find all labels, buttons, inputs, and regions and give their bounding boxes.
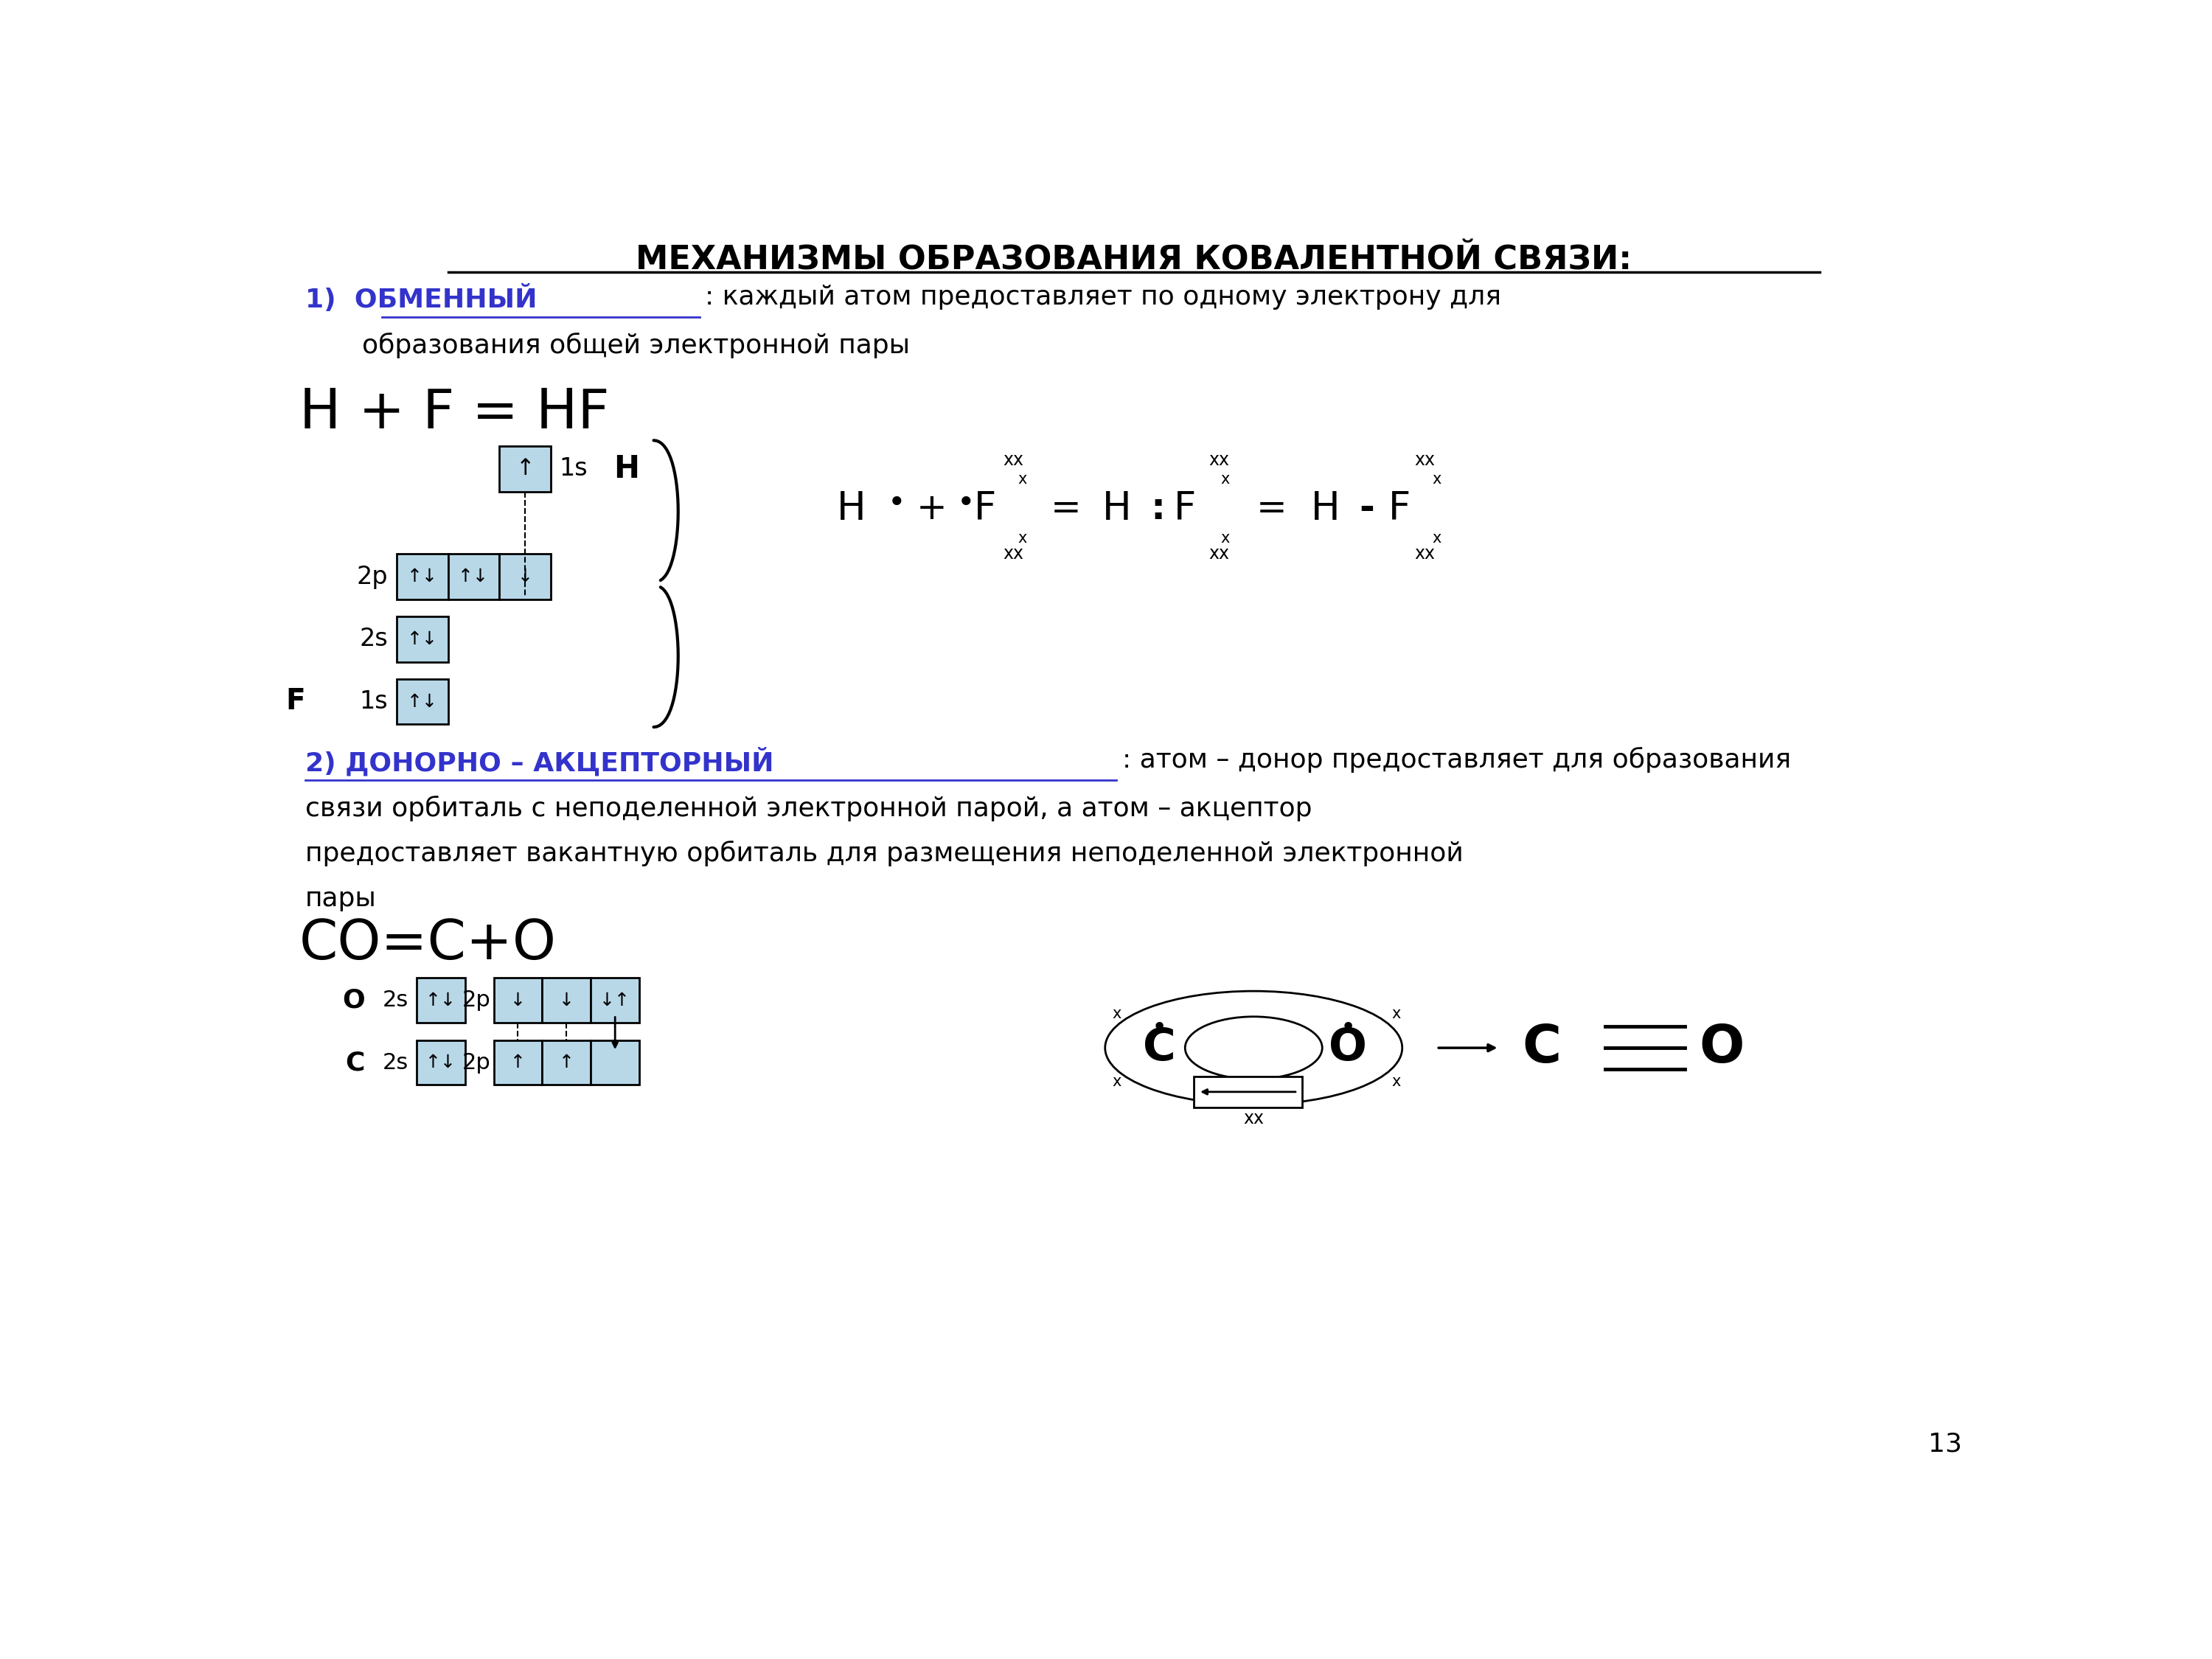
Bar (500, 446, 551, 491)
Text: -: - (1360, 491, 1374, 526)
Bar (416, 1040, 465, 1085)
Ellipse shape (1186, 1017, 1323, 1078)
Text: : атом – донор предоставляет для образования: : атом – донор предоставляет для образов… (1121, 747, 1792, 773)
Text: ↑: ↑ (560, 1053, 575, 1072)
Text: 1s: 1s (358, 690, 387, 713)
Text: ↑↓: ↑↓ (407, 693, 438, 710)
Bar (447, 554, 500, 599)
Bar (396, 617, 447, 662)
Text: CO=C+O: CO=C+O (299, 917, 557, 971)
Text: =: = (1051, 491, 1082, 526)
Text: x: x (1113, 1007, 1121, 1022)
Text: xx: xx (1210, 451, 1230, 469)
Text: ↑: ↑ (511, 1053, 526, 1072)
Text: : каждый атом предоставляет по одному электрону для: : каждый атом предоставляет по одному эл… (706, 284, 1502, 309)
Text: F: F (973, 489, 995, 528)
Bar (416, 979, 465, 1022)
Text: МЕХАНИЗМЫ ОБРАЗОВАНИЯ КОВАЛЕНТНОЙ СВЯЗИ:: МЕХАНИЗМЫ ОБРАЗОВАНИЯ КОВАЛЕНТНОЙ СВЯЗИ: (635, 244, 1632, 275)
Text: +: + (916, 491, 947, 526)
Text: 2p: 2p (462, 1052, 491, 1073)
Bar (591, 1040, 639, 1085)
Text: x: x (1018, 531, 1026, 546)
Text: ↓: ↓ (560, 992, 575, 1009)
Text: ↑: ↑ (515, 458, 535, 479)
Bar (591, 979, 639, 1022)
Text: F: F (1175, 489, 1197, 528)
Text: x: x (1391, 1075, 1400, 1090)
Text: 1s: 1s (560, 456, 588, 481)
Text: x: x (1221, 531, 1230, 546)
Text: •: • (887, 488, 907, 519)
Bar (542, 979, 591, 1022)
Text: C: C (1522, 1022, 1562, 1073)
Text: 1)  ОБМЕННЫЙ: 1) ОБМЕННЫЙ (305, 284, 538, 312)
Bar (500, 554, 551, 599)
Text: F: F (285, 687, 305, 715)
Text: 2s: 2s (358, 627, 387, 652)
Text: предоставляет вакантную орбиталь для размещения неподеленной электронной: предоставляет вакантную орбиталь для раз… (305, 841, 1464, 866)
Text: ↓: ↓ (511, 992, 526, 1009)
Text: 2p: 2p (462, 989, 491, 1010)
Text: H: H (836, 489, 865, 528)
Bar (1194, 1077, 1303, 1108)
Text: связи орбиталь с неподеленной электронной парой, а атом – акцептор: связи орбиталь с неподеленной электронно… (305, 795, 1312, 821)
Text: H: H (613, 453, 639, 484)
Text: ↓: ↓ (518, 567, 533, 586)
Text: 2s: 2s (383, 989, 409, 1010)
Text: C: C (345, 1050, 365, 1075)
Text: xx: xx (1004, 546, 1024, 562)
Text: •: • (1152, 1015, 1168, 1040)
Text: :: : (1150, 491, 1166, 526)
Text: C: C (1144, 1027, 1177, 1070)
Text: O: O (343, 987, 365, 1012)
Text: 13: 13 (1929, 1432, 1962, 1457)
Text: x: x (1391, 1007, 1400, 1022)
Text: xx: xx (1416, 451, 1436, 469)
Text: ↑↓: ↑↓ (407, 567, 438, 586)
Text: x: x (1431, 531, 1440, 546)
Text: ↑↓: ↑↓ (407, 630, 438, 649)
Bar (396, 554, 447, 599)
Text: образования общей электронной пары: образования общей электронной пары (363, 332, 909, 358)
Text: x: x (1431, 471, 1440, 486)
Text: xx: xx (1243, 1110, 1263, 1128)
Bar (493, 979, 542, 1022)
Text: H: H (1312, 489, 1340, 528)
Text: xx: xx (1004, 451, 1024, 469)
Text: •: • (1340, 1015, 1356, 1040)
Text: F: F (1387, 489, 1411, 528)
Text: H + F = HF: H + F = HF (299, 387, 608, 440)
Text: xx: xx (1416, 546, 1436, 562)
Text: ↑↓: ↑↓ (458, 567, 489, 586)
Text: H: H (1102, 489, 1130, 528)
Bar (493, 1040, 542, 1085)
Text: ↓↑: ↓↑ (599, 992, 630, 1009)
Text: 2) ДОНОРНО – АКЦЕПТОРНЫЙ: 2) ДОНОРНО – АКЦЕПТОРНЫЙ (305, 747, 774, 776)
Text: x: x (1113, 1075, 1121, 1090)
Text: пары: пары (305, 886, 376, 911)
Text: ↑↓: ↑↓ (425, 992, 456, 1009)
Bar (542, 1040, 591, 1085)
Text: x: x (1221, 471, 1230, 486)
Text: O: O (1329, 1027, 1367, 1070)
Text: x: x (1018, 471, 1026, 486)
Text: 2s: 2s (383, 1052, 409, 1073)
Text: ↑↓: ↑↓ (425, 1053, 456, 1072)
Bar (396, 679, 447, 725)
Text: •: • (956, 488, 975, 519)
Text: O: O (1699, 1022, 1745, 1073)
Text: xx: xx (1210, 546, 1230, 562)
Text: 2p: 2p (356, 564, 387, 589)
Text: =: = (1256, 491, 1287, 526)
